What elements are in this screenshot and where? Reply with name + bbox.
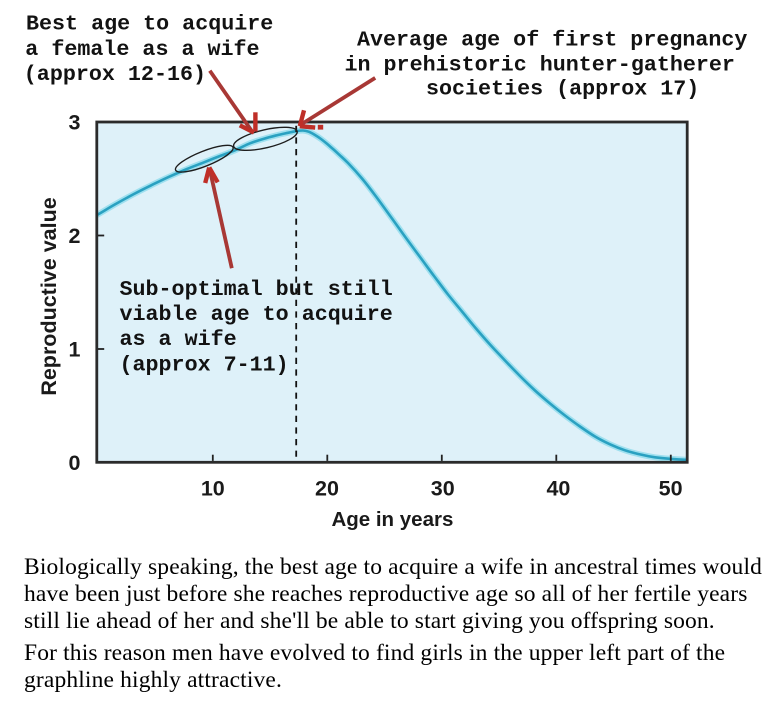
svg-text:(approx 12-16): (approx 12-16): [24, 62, 206, 87]
svg-text:1: 1: [69, 338, 81, 362]
svg-text:a female as a wife: a female as a wife: [25, 37, 259, 62]
svg-text:societies (approx 17): societies (approx 17): [426, 77, 699, 102]
svg-text:30: 30: [431, 477, 455, 501]
svg-text:viable age to acquire: viable age to acquire: [120, 302, 393, 327]
svg-text:Age in years: Age in years: [331, 508, 453, 531]
svg-text:in prehistoric hunter-gatherer: in prehistoric hunter-gatherer: [345, 53, 735, 78]
svg-text:Best age to acquire: Best age to acquire: [26, 12, 273, 37]
svg-text:3: 3: [69, 111, 81, 135]
svg-text:2: 2: [69, 224, 81, 248]
svg-text:Reproductive value: Reproductive value: [37, 197, 61, 395]
svg-text:Average age of first pregnancy: Average age of first pregnancy: [357, 27, 747, 52]
svg-text:0: 0: [69, 451, 81, 475]
svg-text:40: 40: [546, 477, 570, 501]
svg-text:(approx 7-11): (approx 7-11): [120, 352, 289, 377]
svg-text:Sub-optimal but still: Sub-optimal but still: [120, 277, 393, 302]
svg-text:as a wife: as a wife: [120, 327, 237, 352]
svg-text:10: 10: [201, 477, 225, 501]
svg-text:20: 20: [315, 477, 339, 501]
svg-text:50: 50: [659, 477, 683, 501]
